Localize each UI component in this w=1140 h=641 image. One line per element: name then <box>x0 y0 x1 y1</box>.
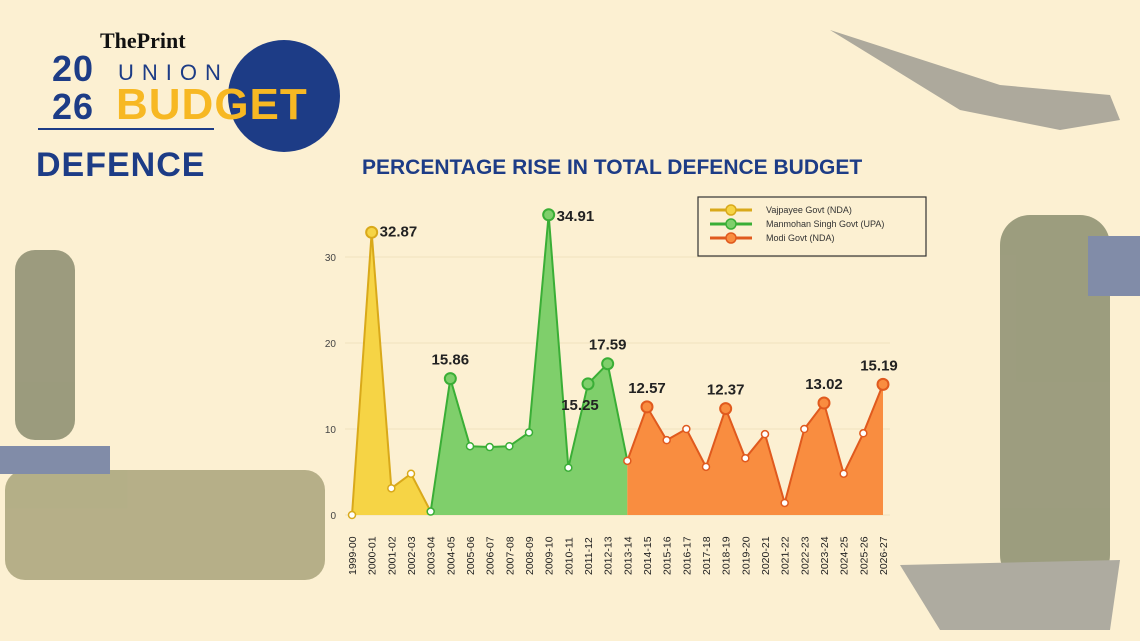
data-point <box>741 453 750 463</box>
data-point <box>465 441 475 451</box>
budget-label: BUDGET <box>116 80 308 129</box>
x-tick-label: 2019-20 <box>740 536 752 575</box>
data-point <box>387 484 396 493</box>
soldier-right-illustration <box>1000 215 1110 585</box>
data-point-highlight <box>601 357 615 371</box>
legend-label: Modi Govt (NDA) <box>766 233 835 243</box>
x-tick-label: 2011-12 <box>583 537 595 575</box>
tank-illustration <box>5 470 325 580</box>
data-label: 15.25 <box>561 397 599 414</box>
x-tick-label: 2013-14 <box>622 536 634 575</box>
x-tick-label: 2026-27 <box>878 536 890 575</box>
data-label: 12.37 <box>707 382 745 399</box>
y-tick-label: 30 <box>325 253 337 264</box>
legend-label: Vajpayee Govt (NDA) <box>766 205 852 215</box>
x-tick-label: 2021-22 <box>780 536 792 575</box>
x-tick-label: 2010-11 <box>563 537 575 575</box>
jet-illustration <box>830 30 1120 130</box>
data-point-highlight <box>365 225 379 239</box>
year-top: 20 <box>52 48 95 89</box>
accent-bar-left <box>0 446 110 474</box>
data-point <box>623 456 632 466</box>
x-tick-label: 2001-02 <box>386 536 398 575</box>
data-point <box>662 435 671 445</box>
x-tick-label: 2000-01 <box>367 536 379 575</box>
series-area <box>430 214 628 516</box>
legend: Vajpayee Govt (NDA) Manmohan Singh Govt (… <box>697 196 927 257</box>
data-point-highlight <box>542 208 556 222</box>
legend-label: Manmohan Singh Govt (UPA) <box>766 219 884 229</box>
x-tick-label: 2015-16 <box>662 536 674 575</box>
y-tick-label: 10 <box>325 425 337 436</box>
x-tick-label: 1999-00 <box>347 536 359 575</box>
x-tick-label: 2003-04 <box>426 536 438 575</box>
y-tick-label: 20 <box>325 339 337 350</box>
y-tick-label: 0 <box>330 511 336 522</box>
x-tick-label: 2017-18 <box>701 536 713 575</box>
data-point <box>701 462 711 472</box>
data-label: 12.57 <box>628 380 666 397</box>
logo-circle <box>228 40 340 152</box>
divider <box>38 128 214 130</box>
x-tick-label: 2025-26 <box>858 536 870 575</box>
x-tick-label: 2016-17 <box>681 536 693 575</box>
data-point <box>406 469 416 478</box>
data-point <box>800 424 809 434</box>
data-point <box>682 424 691 434</box>
chart-title: PERCENTAGE RISE IN TOTAL DEFENCE BUDGET <box>362 156 863 179</box>
year-bottom: 26 <box>52 86 95 127</box>
data-point <box>426 507 435 516</box>
x-tick-label: 2007-08 <box>504 536 516 575</box>
soldier-left-illustration <box>15 250 75 440</box>
data-label: 13.02 <box>805 376 843 393</box>
data-point-highlight <box>719 402 733 416</box>
x-tick-label: 2002-03 <box>406 536 418 575</box>
x-tick-label: 2005-06 <box>465 536 477 575</box>
data-label: 15.86 <box>432 352 470 369</box>
series-area <box>627 384 883 515</box>
x-tick-label: 2012-13 <box>603 536 615 575</box>
data-point <box>760 429 770 439</box>
data-point-highlight <box>817 396 831 410</box>
data-point <box>485 442 494 452</box>
data-label: 34.91 <box>557 208 595 225</box>
legend-marker <box>725 204 737 216</box>
x-tick-label: 2020-21 <box>760 536 772 575</box>
data-point <box>839 469 848 478</box>
legend-marker <box>725 232 737 244</box>
x-tick-label: 2023-24 <box>819 536 831 575</box>
ship-illustration <box>900 560 1120 630</box>
data-point <box>859 429 868 438</box>
data-point-highlight <box>876 377 890 391</box>
data-point-highlight <box>443 372 457 386</box>
data-label: 32.87 <box>380 223 418 240</box>
x-tick-label: 2018-19 <box>721 536 733 575</box>
data-point <box>564 463 573 472</box>
x-tick-label: 2014-15 <box>642 536 654 575</box>
x-tick-label: 2008-09 <box>524 536 536 575</box>
data-label: 15.19 <box>860 357 898 374</box>
illustrations <box>0 30 1140 630</box>
union-label: UNION <box>118 60 229 85</box>
x-tick-label: 2022-23 <box>799 536 811 575</box>
x-tick-label: 2024-25 <box>839 536 851 575</box>
x-tick-label: 2009-10 <box>544 536 556 575</box>
data-label: 17.59 <box>589 337 627 354</box>
accent-bar-right <box>1088 236 1140 296</box>
data-point <box>524 428 534 437</box>
x-tick-label: 2006-07 <box>485 536 497 575</box>
data-point <box>347 510 357 520</box>
brand-logo: ThePrint <box>100 28 186 53</box>
series-area <box>352 232 431 515</box>
section-title: DEFENCE <box>36 146 206 184</box>
data-point-highlight <box>640 400 654 414</box>
x-tick-label: 2004-05 <box>445 536 457 575</box>
data-point <box>505 441 514 451</box>
legend-marker <box>725 218 737 230</box>
data-point-highlight <box>581 377 595 391</box>
data-point <box>780 498 789 508</box>
